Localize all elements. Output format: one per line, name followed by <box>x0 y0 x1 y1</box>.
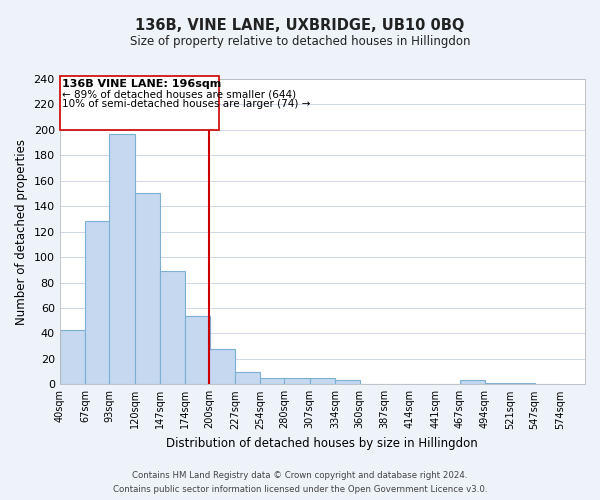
Bar <box>209 348 235 384</box>
Text: 136B VINE LANE: 196sqm: 136B VINE LANE: 196sqm <box>62 79 222 89</box>
Y-axis label: Number of detached properties: Number of detached properties <box>15 138 28 324</box>
Bar <box>160 271 185 384</box>
Text: ← 89% of detached houses are smaller (644): ← 89% of detached houses are smaller (64… <box>62 89 296 99</box>
Bar <box>460 380 485 384</box>
Text: Contains HM Land Registry data © Crown copyright and database right 2024.: Contains HM Land Registry data © Crown c… <box>132 471 468 480</box>
Bar <box>485 383 510 384</box>
FancyBboxPatch shape <box>59 76 219 130</box>
Bar <box>235 372 260 384</box>
X-axis label: Distribution of detached houses by size in Hillingdon: Distribution of detached houses by size … <box>166 437 478 450</box>
Bar <box>85 222 110 384</box>
Bar <box>510 383 535 384</box>
Bar <box>109 134 134 384</box>
Text: 136B, VINE LANE, UXBRIDGE, UB10 0BQ: 136B, VINE LANE, UXBRIDGE, UB10 0BQ <box>136 18 464 32</box>
Bar <box>59 330 85 384</box>
Text: Size of property relative to detached houses in Hillingdon: Size of property relative to detached ho… <box>130 35 470 48</box>
Bar <box>284 378 310 384</box>
Bar <box>134 194 160 384</box>
Bar <box>310 378 335 384</box>
Text: Contains public sector information licensed under the Open Government Licence v3: Contains public sector information licen… <box>113 485 487 494</box>
Bar <box>335 380 360 384</box>
Text: 10% of semi-detached houses are larger (74) →: 10% of semi-detached houses are larger (… <box>62 100 311 110</box>
Bar <box>260 378 286 384</box>
Bar <box>185 316 211 384</box>
